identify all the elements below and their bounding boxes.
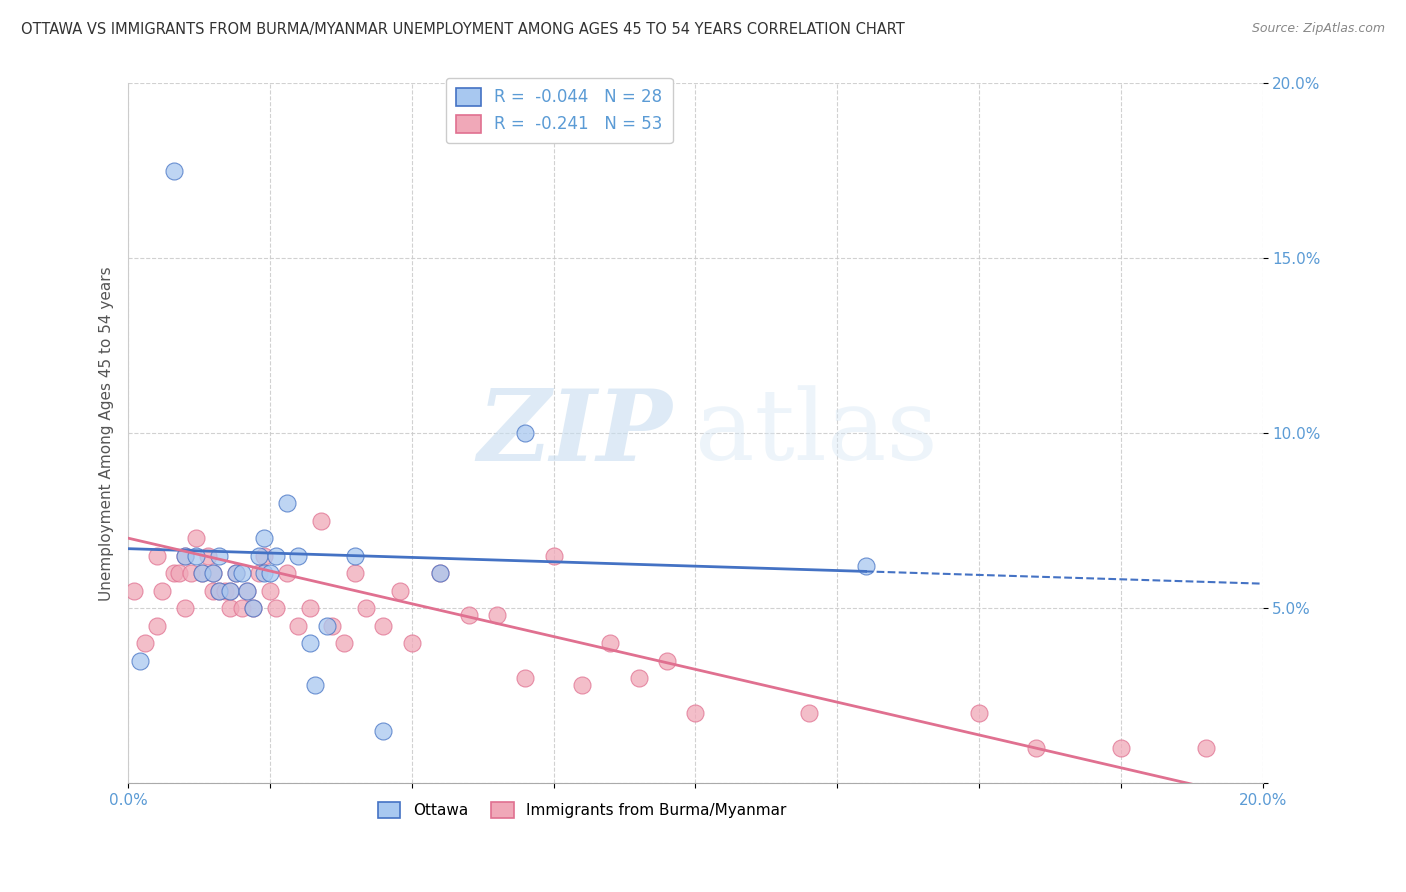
- Point: [276, 496, 298, 510]
- Point: [429, 566, 451, 581]
- Point: [242, 601, 264, 615]
- Point: [515, 426, 537, 441]
- Point: [1025, 741, 1047, 756]
- Point: [344, 549, 367, 563]
- Point: [247, 549, 270, 563]
- Point: [225, 566, 247, 581]
- Point: [150, 583, 173, 598]
- Point: [174, 601, 197, 615]
- Point: [202, 566, 225, 581]
- Point: [1109, 741, 1132, 756]
- Point: [259, 583, 281, 598]
- Point: [247, 566, 270, 581]
- Point: [219, 583, 242, 598]
- Point: [485, 608, 508, 623]
- Point: [174, 549, 197, 563]
- Point: [253, 566, 276, 581]
- Point: [264, 601, 287, 615]
- Point: [373, 723, 395, 738]
- Text: ZIP: ZIP: [478, 385, 672, 482]
- Point: [134, 636, 156, 650]
- Point: [315, 618, 337, 632]
- Point: [264, 549, 287, 563]
- Point: [685, 706, 707, 720]
- Point: [219, 601, 242, 615]
- Point: [304, 678, 326, 692]
- Point: [253, 549, 276, 563]
- Point: [145, 549, 167, 563]
- Point: [202, 566, 225, 581]
- Point: [599, 636, 621, 650]
- Point: [236, 583, 259, 598]
- Point: [344, 566, 367, 581]
- Point: [1195, 741, 1218, 756]
- Point: [389, 583, 412, 598]
- Point: [967, 706, 990, 720]
- Point: [321, 618, 343, 632]
- Point: [202, 583, 225, 598]
- Point: [515, 671, 537, 685]
- Point: [191, 566, 214, 581]
- Point: [287, 618, 309, 632]
- Point: [855, 559, 877, 574]
- Point: [298, 601, 321, 615]
- Point: [236, 583, 259, 598]
- Point: [429, 566, 451, 581]
- Point: [191, 566, 214, 581]
- Point: [356, 601, 378, 615]
- Y-axis label: Unemployment Among Ages 45 to 54 years: Unemployment Among Ages 45 to 54 years: [100, 266, 114, 600]
- Point: [208, 583, 231, 598]
- Point: [122, 583, 145, 598]
- Point: [174, 549, 197, 563]
- Point: [309, 514, 332, 528]
- Text: Source: ZipAtlas.com: Source: ZipAtlas.com: [1251, 22, 1385, 36]
- Text: atlas: atlas: [696, 385, 938, 481]
- Text: OTTAWA VS IMMIGRANTS FROM BURMA/MYANMAR UNEMPLOYMENT AMONG AGES 45 TO 54 YEARS C: OTTAWA VS IMMIGRANTS FROM BURMA/MYANMAR …: [21, 22, 905, 37]
- Point: [253, 531, 276, 545]
- Point: [373, 618, 395, 632]
- Legend: Ottawa, Immigrants from Burma/Myanmar: Ottawa, Immigrants from Burma/Myanmar: [371, 796, 793, 824]
- Point: [287, 549, 309, 563]
- Point: [162, 566, 184, 581]
- Point: [627, 671, 650, 685]
- Point: [231, 566, 253, 581]
- Point: [333, 636, 356, 650]
- Point: [401, 636, 423, 650]
- Point: [186, 531, 208, 545]
- Point: [145, 618, 167, 632]
- Point: [214, 583, 236, 598]
- Point: [180, 566, 202, 581]
- Point: [169, 566, 191, 581]
- Point: [162, 164, 184, 178]
- Point: [259, 566, 281, 581]
- Point: [242, 601, 264, 615]
- Point: [219, 583, 242, 598]
- Point: [225, 566, 247, 581]
- Point: [208, 549, 231, 563]
- Point: [208, 583, 231, 598]
- Point: [276, 566, 298, 581]
- Point: [543, 549, 565, 563]
- Point: [197, 549, 219, 563]
- Point: [655, 654, 678, 668]
- Point: [797, 706, 820, 720]
- Point: [231, 601, 253, 615]
- Point: [186, 549, 208, 563]
- Point: [128, 654, 150, 668]
- Point: [571, 678, 593, 692]
- Point: [457, 608, 479, 623]
- Point: [298, 636, 321, 650]
